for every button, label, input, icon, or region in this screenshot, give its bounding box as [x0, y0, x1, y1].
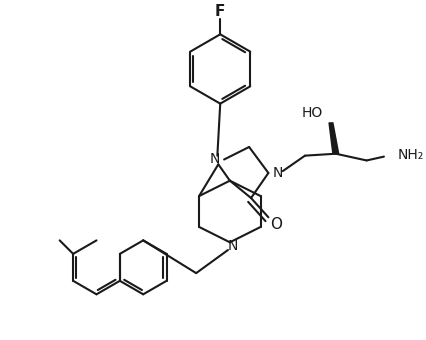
Text: N: N	[227, 239, 238, 253]
Text: HO: HO	[302, 106, 323, 120]
Text: F: F	[215, 4, 225, 19]
Text: O: O	[270, 218, 282, 233]
Text: NH₂: NH₂	[397, 148, 424, 162]
Polygon shape	[329, 123, 339, 154]
Text: N: N	[209, 152, 220, 166]
Text: N: N	[273, 166, 283, 180]
